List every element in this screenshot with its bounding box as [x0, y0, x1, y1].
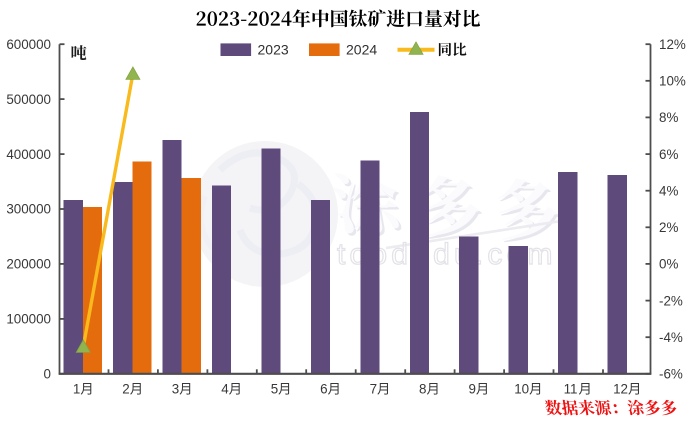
svg-text:4%: 4% — [659, 183, 678, 198]
svg-text:1: 1 — [73, 382, 80, 397]
svg-text:-4%: -4% — [659, 330, 683, 345]
svg-text:4: 4 — [221, 382, 229, 397]
svg-text:11: 11 — [564, 382, 578, 397]
svg-text:10: 10 — [514, 382, 529, 397]
svg-text:2: 2 — [122, 382, 129, 397]
svg-text:6: 6 — [320, 382, 327, 397]
svg-text:5: 5 — [271, 382, 278, 397]
svg-text:100000: 100000 — [6, 312, 51, 327]
svg-text:6%: 6% — [659, 147, 678, 162]
svg-text:2%: 2% — [659, 220, 678, 235]
svg-text:7: 7 — [370, 382, 377, 397]
svg-text:9: 9 — [469, 382, 476, 397]
svg-text:2024: 2024 — [346, 42, 377, 58]
svg-text:3: 3 — [172, 382, 179, 397]
svg-text:0%: 0% — [659, 257, 678, 272]
svg-text:8: 8 — [419, 382, 426, 397]
svg-text:200000: 200000 — [6, 257, 51, 272]
svg-text:-2%: -2% — [659, 293, 683, 308]
svg-text:400000: 400000 — [6, 147, 51, 162]
svg-text:0: 0 — [44, 367, 51, 382]
svg-text:12: 12 — [613, 382, 628, 397]
svg-text:600000: 600000 — [6, 37, 51, 52]
svg-text:300000: 300000 — [6, 202, 51, 217]
svg-text:-6%: -6% — [659, 367, 683, 382]
svg-text:2023: 2023 — [258, 42, 289, 58]
svg-text:10%: 10% — [659, 74, 686, 89]
svg-text:8%: 8% — [659, 110, 678, 125]
svg-text:500000: 500000 — [6, 92, 51, 107]
svg-text:12%: 12% — [659, 37, 686, 52]
